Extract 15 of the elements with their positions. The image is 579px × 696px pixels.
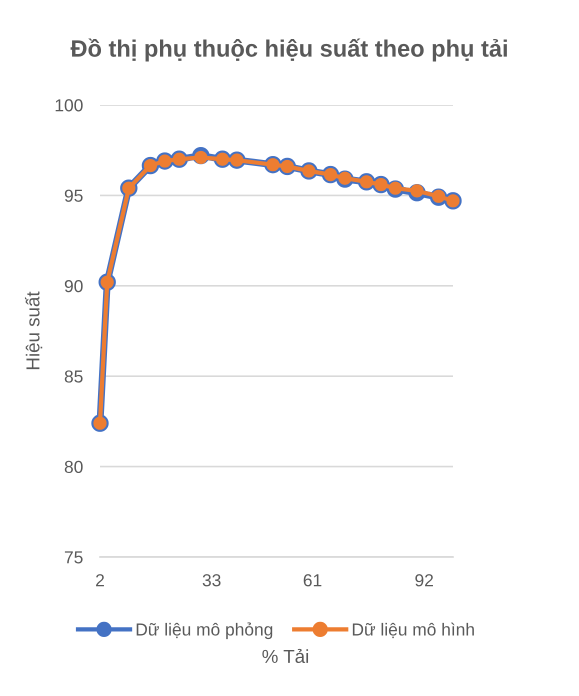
y-tick-label: 85	[64, 370, 83, 383]
y-tick-label: 90	[64, 280, 83, 292]
legend-label: Dữ liệu mô hình	[352, 622, 474, 638]
x-tick-label: 92	[415, 574, 433, 586]
x-tick-label: 33	[202, 574, 221, 586]
y-axis-title: Hiệu suất	[24, 292, 42, 370]
y-tick-label: 75	[64, 551, 83, 564]
legend-label: Dữ liệu mô phỏng	[136, 622, 272, 640]
x-axis-title: % Tải	[262, 648, 308, 664]
y-tick-label: 80	[64, 460, 83, 474]
x-tick-label: 61	[304, 574, 322, 586]
y-tick-label: 95	[64, 190, 83, 202]
x-tick-label: 2	[96, 574, 104, 586]
y-tick-label: 100	[56, 99, 83, 112]
chart-title: Đồ thị phụ thuộc hiệu suất theo phụ tải	[70, 38, 507, 62]
